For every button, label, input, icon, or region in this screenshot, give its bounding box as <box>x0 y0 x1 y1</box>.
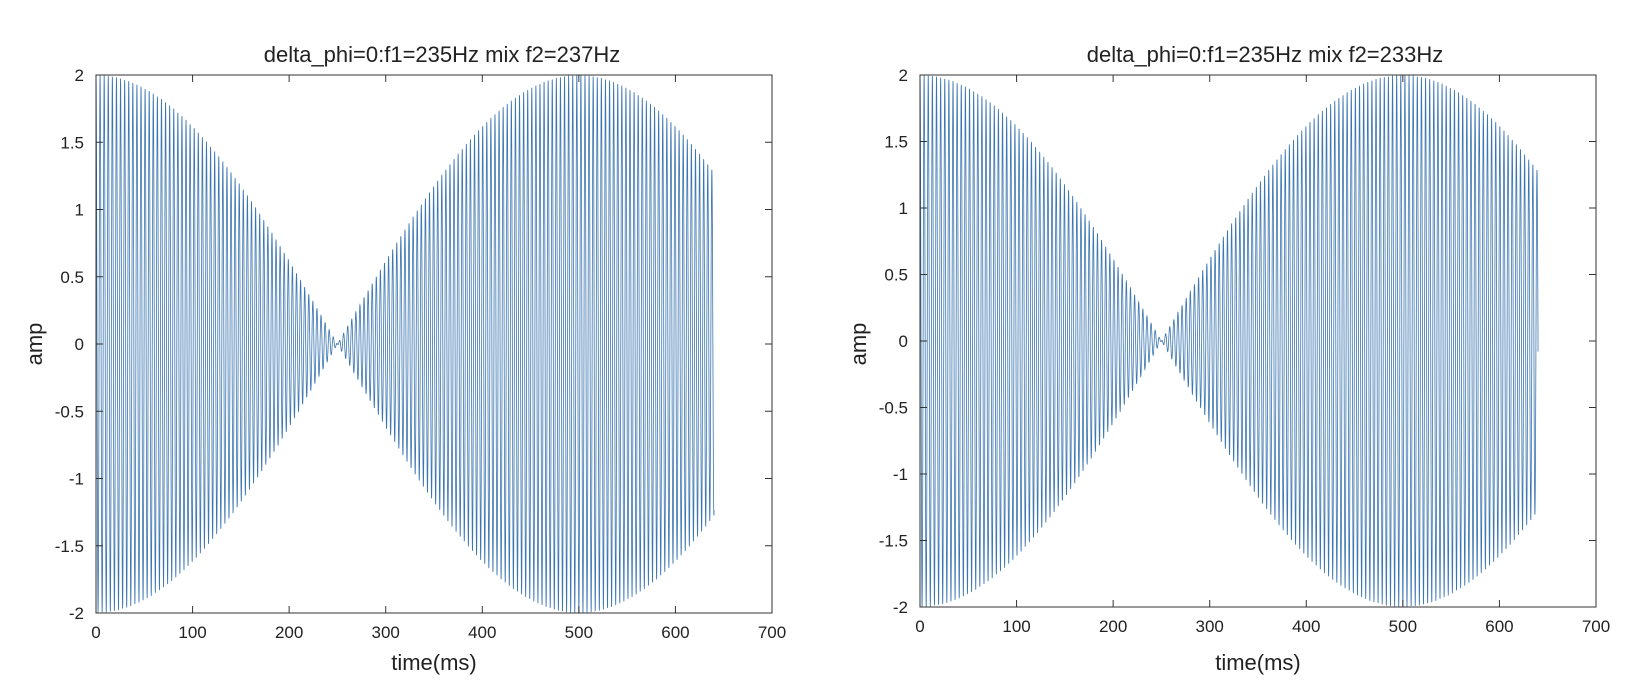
y-tick-label: 1 <box>899 199 908 218</box>
x-tick-label: 600 <box>1485 617 1513 636</box>
y-tick-label: 0.5 <box>884 266 908 285</box>
y-tick-label: 1.5 <box>60 133 84 152</box>
x-tick-label: 700 <box>758 623 786 642</box>
x-tick-label: 200 <box>1099 617 1127 636</box>
x-tick-label: 500 <box>565 623 593 642</box>
series-line-0 <box>95 74 715 614</box>
y-axis-label: amp <box>22 323 47 366</box>
y-tick-label: -2 <box>69 604 84 623</box>
x-tick-label: 100 <box>1002 617 1030 636</box>
x-tick-label: 300 <box>372 623 400 642</box>
chart-title: delta_phi=0:f1=235Hz mix f2=233Hz <box>1087 42 1444 67</box>
axis-ticks: 0 100 200 300 400 500 600 700 -2 -1.5 -1 -0.5 0 0.5 1 1… <box>55 66 786 642</box>
y-tick-label: -1 <box>69 470 84 489</box>
x-axis-label: time(ms) <box>391 650 477 675</box>
y-tick-label: 2 <box>899 66 908 85</box>
y-tick-label: 0 <box>75 335 84 354</box>
x-tick-label: 600 <box>661 623 689 642</box>
x-tick-label: 500 <box>1389 617 1417 636</box>
x-tick-label: 700 <box>1582 617 1610 636</box>
x-tick-label: 400 <box>468 623 496 642</box>
y-tick-label: 1.5 <box>884 133 908 152</box>
x-tick-label: 300 <box>1196 617 1224 636</box>
y-axis-label: amp <box>846 323 871 366</box>
y-tick-label: -0.5 <box>879 399 908 418</box>
y-tick-label: -2 <box>893 598 908 617</box>
y-tick-label: 0.5 <box>60 268 84 287</box>
x-tick-label: 0 <box>915 617 924 636</box>
y-tick-label: -1.5 <box>879 532 908 551</box>
x-tick-label: 200 <box>275 623 303 642</box>
signal-trace <box>919 74 1539 608</box>
y-tick-label: -1.5 <box>55 537 84 556</box>
chart-title: delta_phi=0:f1=235Hz mix f2=237Hz <box>264 42 621 67</box>
signal-trace <box>95 74 715 614</box>
x-tick-label: 100 <box>178 623 206 642</box>
y-tick-label: -1 <box>893 465 908 484</box>
y-tick-label: 0 <box>899 332 908 351</box>
series-line-0 <box>919 74 1539 608</box>
chart-left: delta_phi=0:f1=235Hz mix f2=237Hz amp ti… <box>22 42 786 675</box>
axis-ticks: 0 100 200 300 400 500 600 700 -2 -1.5 -1 -0.5 0 0.5 1 1… <box>879 66 1610 636</box>
x-tick-label: 0 <box>91 623 100 642</box>
y-tick-label: 2 <box>75 66 84 85</box>
y-tick-label: 1 <box>75 201 84 220</box>
y-tick-label: -0.5 <box>55 402 84 421</box>
chart-right: delta_phi=0:f1=235Hz mix f2=233Hz amp ti… <box>846 42 1610 675</box>
x-axis-label: time(ms) <box>1215 650 1301 675</box>
x-tick-label: 400 <box>1292 617 1320 636</box>
